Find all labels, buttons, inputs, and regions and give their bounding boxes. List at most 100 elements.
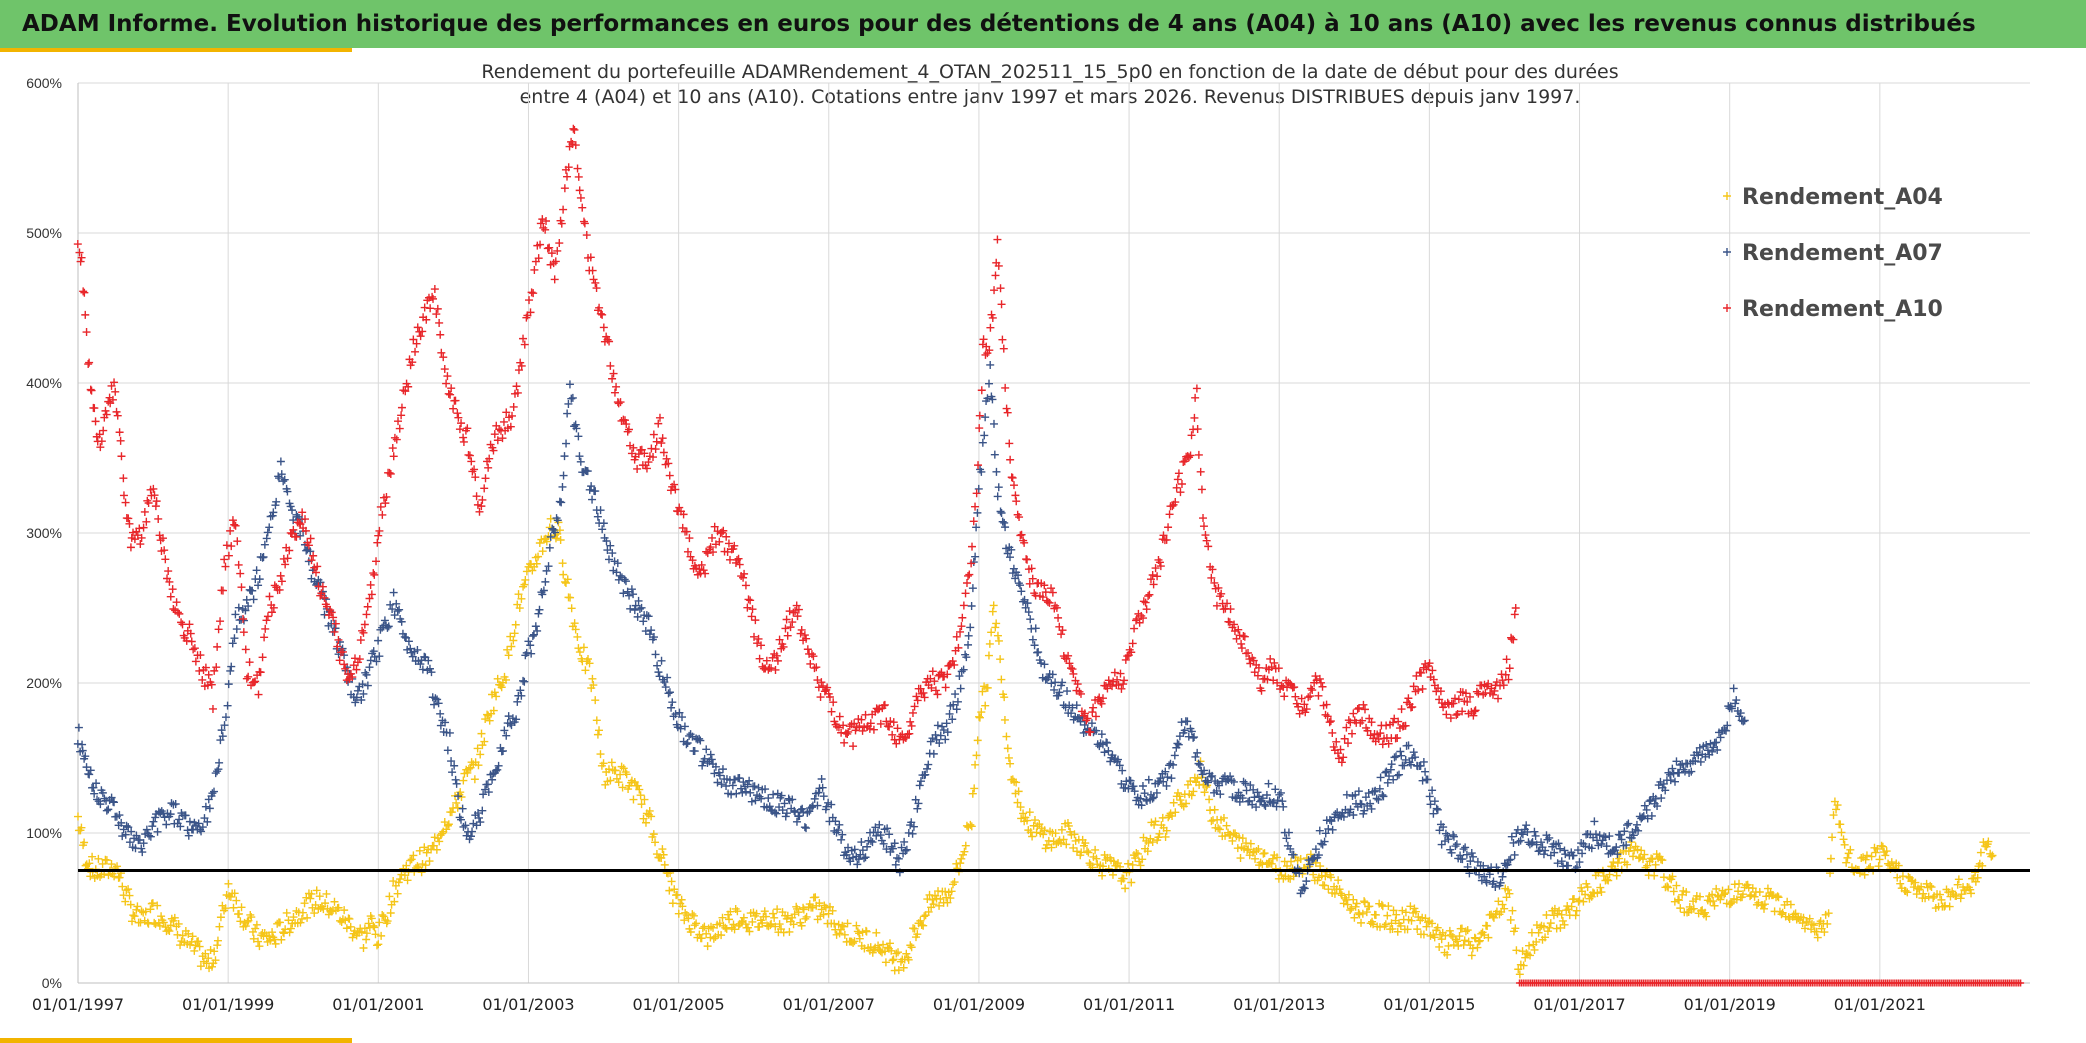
x-tick-label: 01/01/2001 [332, 995, 424, 1014]
data-point [869, 725, 878, 734]
data-point [367, 914, 376, 923]
data-point [889, 955, 898, 964]
data-point [599, 519, 608, 528]
data-point [118, 832, 127, 841]
data-point [1506, 915, 1515, 924]
data-point [117, 818, 126, 827]
data-point [560, 184, 569, 193]
data-point [1411, 907, 1420, 916]
data-point [226, 526, 235, 535]
data-point [1716, 733, 1725, 742]
data-point [1014, 787, 1023, 796]
data-point [474, 761, 483, 770]
data-point [1433, 923, 1442, 932]
data-point [668, 698, 677, 707]
data-point [892, 949, 901, 958]
data-point [1216, 790, 1225, 799]
data-point [1446, 714, 1455, 723]
data-point [1976, 848, 1985, 857]
data-point [1139, 614, 1148, 623]
data-point [635, 785, 644, 794]
data-point [1919, 889, 1928, 898]
data-point [599, 323, 608, 332]
data-point [857, 838, 866, 847]
data-point [321, 899, 330, 908]
data-point [1470, 707, 1479, 716]
data-point [1082, 716, 1091, 725]
data-point [701, 569, 710, 578]
data-point [1418, 684, 1427, 693]
data-point [1180, 457, 1189, 466]
data-point [471, 473, 480, 482]
data-point [236, 917, 245, 926]
data-point [1773, 892, 1782, 901]
data-point [824, 909, 833, 918]
data-point [333, 642, 342, 651]
data-point [619, 589, 628, 598]
data-point [1505, 664, 1514, 673]
data-point [1174, 469, 1183, 478]
data-point [626, 604, 635, 613]
data-point [242, 595, 251, 604]
data-point [571, 420, 580, 429]
data-point [785, 927, 794, 936]
data-point [115, 428, 124, 437]
data-point [713, 778, 722, 787]
data-point [913, 804, 922, 813]
data-point [1194, 450, 1203, 459]
data-point [1063, 687, 1072, 696]
data-points [73, 124, 2025, 987]
data-point [1195, 760, 1204, 769]
series-Rendement_A04 [73, 514, 1997, 979]
data-point [82, 763, 91, 772]
data-point [1591, 830, 1600, 839]
data-point [811, 893, 820, 902]
data-point [745, 776, 754, 785]
data-point [1543, 835, 1552, 844]
data-point [1393, 733, 1402, 742]
data-point [263, 612, 272, 621]
data-point [614, 399, 623, 408]
data-point [213, 767, 222, 776]
data-point [111, 387, 120, 396]
data-point [241, 606, 250, 615]
data-point [311, 568, 320, 577]
data-point [678, 902, 687, 911]
data-point [682, 527, 691, 536]
data-point [727, 790, 736, 799]
data-point [1702, 740, 1711, 749]
data-point [258, 553, 267, 562]
data-point [96, 800, 105, 809]
data-point [452, 779, 461, 788]
data-point [483, 710, 492, 719]
data-point [1550, 848, 1559, 857]
data-point [1800, 924, 1809, 933]
data-point [1846, 845, 1855, 854]
data-point [657, 439, 666, 448]
data-point [1403, 925, 1412, 934]
data-point [777, 791, 786, 800]
data-point [964, 640, 973, 649]
data-point [606, 541, 615, 550]
data-point [493, 436, 502, 445]
data-point [470, 775, 479, 784]
data-point [269, 603, 278, 612]
data-point [739, 778, 748, 787]
data-point [977, 467, 986, 476]
data-point [948, 715, 957, 724]
data-point [773, 905, 782, 914]
data-point [1058, 626, 1067, 635]
data-point [125, 519, 134, 528]
data-point [1200, 766, 1209, 775]
data-point [1047, 843, 1056, 852]
data-point [348, 673, 357, 682]
data-point [802, 912, 811, 921]
data-point [375, 918, 384, 927]
data-point [1435, 942, 1444, 951]
data-point [875, 820, 884, 829]
data-point [843, 729, 852, 738]
data-point [996, 507, 1005, 516]
data-point [231, 610, 240, 619]
data-point [1494, 694, 1503, 703]
data-point [1371, 910, 1380, 919]
